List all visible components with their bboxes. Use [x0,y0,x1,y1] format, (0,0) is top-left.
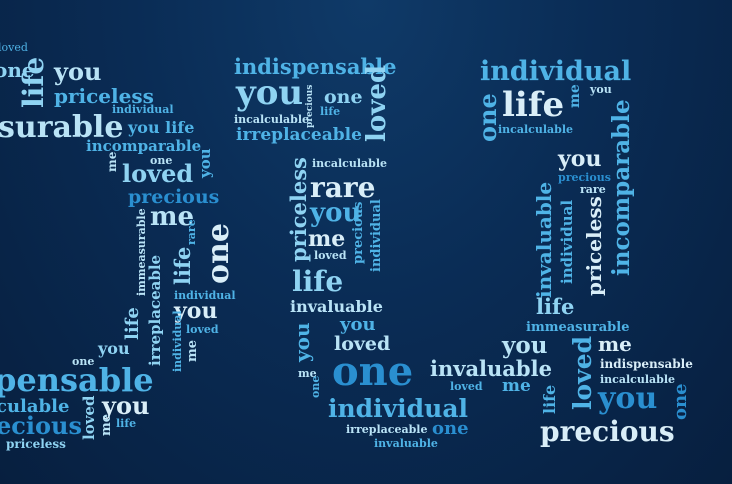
word-loved: loved [186,323,219,336]
word-you: you [236,73,304,113]
word-irreplaceable: irreplaceable [236,125,362,145]
word-invaluable: invaluable [290,297,383,316]
word-me: me [105,151,119,172]
word-surable: surable [0,110,124,145]
word-precious: precious [558,171,611,184]
word-you: you [102,391,150,420]
word-invaluable: invaluable [532,181,556,298]
word-loved: loved [314,249,347,262]
word-immeasurable: immeasurable [526,320,630,335]
word-you: you [558,146,602,172]
word-one: one [150,154,173,167]
word-loved: loved [568,335,597,410]
word-you: you [590,83,612,96]
word-me: me [502,376,531,396]
word-invaluable: invaluable [430,356,552,381]
word-precious: precious [351,201,366,264]
word-life: life [320,105,341,118]
word-invaluable: invaluable [374,437,438,450]
word-individual: individual [174,289,236,302]
word-incalculable: incalculable [498,123,574,136]
word-me: me [308,226,346,252]
word-irreplaceable: irreplaceable [146,254,164,366]
word-life: life [540,384,559,414]
word-incomparable: incomparable [608,99,635,276]
word-loved: loved [362,64,392,142]
word-irreplaceable: irreplaceable [346,423,428,436]
word-one: one [72,355,95,368]
word-individual: individual [112,103,174,116]
word-you: you [290,322,314,362]
word-one: one [332,348,414,395]
word-you: you [98,339,130,358]
word-priceless: priceless [54,84,154,108]
word-one: one [0,58,35,82]
word-you: you [502,332,548,359]
word-precious: precious [540,415,675,448]
word-loved: loved [450,380,483,393]
word-you: you [196,148,214,178]
word-one: one [670,383,691,420]
word-you: you [174,298,218,324]
word-life: life [116,417,137,430]
word-incalculable: incalculable [600,373,676,386]
word-one: one [201,223,236,284]
word-life: life [122,307,143,340]
word-individual: individual [369,199,384,272]
word-life: life [17,56,50,108]
word-indispensable: indispensable [234,54,397,79]
word-ecious: ecious [0,411,82,440]
word-life: life [292,265,344,298]
word-you: you [340,314,376,335]
word-one: one [324,86,363,108]
word-one: one [473,93,502,142]
word-life: life [170,246,195,285]
word-life: life [536,294,575,319]
word-incomparable: incomparable [86,137,202,155]
word-rare: rare [310,171,376,204]
word-loved: loved [334,333,391,355]
word-one: one [432,418,469,439]
word-priceless: priceless [286,157,311,262]
word-individual: individual [328,394,469,423]
word-culable: culable [0,396,70,417]
word-priceless: priceless [582,196,606,296]
word-you: you [310,198,362,228]
word-me: me [185,339,200,362]
word-loved: loved [80,395,98,440]
word-incalculable: incalculable [234,113,310,126]
word-individual: individual [171,310,184,372]
word-loved: loved [122,159,194,188]
word-loved: loved [0,41,28,54]
word-indispensable: indispensable [600,357,693,371]
word-individual: individual [480,56,632,87]
word-rare: rare [580,183,606,196]
word-life: life [502,85,565,125]
word-me: me [150,202,195,232]
word-individual: individual [558,199,576,284]
word-you: you [54,57,102,86]
word-priceless: priceless [6,437,66,451]
word-incalculable: incalculable [312,157,388,170]
word-you-life: you life [128,118,195,137]
word-precious: precious [128,186,220,208]
word-you: you [598,381,658,416]
word-rare: rare [185,219,198,245]
word-me: me [567,84,583,108]
word-me: me [298,367,317,380]
word-pensable: pensable [0,361,154,399]
word-me: me [598,332,632,356]
word-me: me [99,413,114,436]
